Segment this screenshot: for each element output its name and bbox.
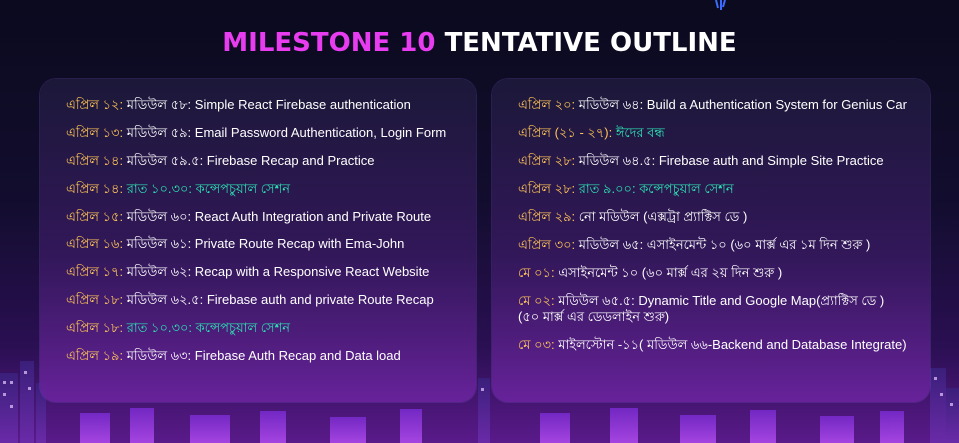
page-title: MILESTONE 10 TENTATIVE OUTLINE — [0, 28, 959, 58]
schedule-date: এপ্রিল ৩০: — [518, 237, 575, 252]
schedule-item: এপ্রিল ১৩: মডিউল ৫৯: Email Password Auth… — [40, 119, 476, 147]
schedule-date: মে ০২: — [518, 293, 555, 308]
schedule-date: এপ্রিল ২৮: — [518, 181, 575, 196]
schedule-text: মডিউল ৬৩: Firebase Auth Recap and Data l… — [127, 348, 401, 363]
schedule-date: এপ্রিল ১৪: — [66, 181, 123, 196]
title-accent: MILESTONE 10 — [222, 28, 435, 58]
schedule-text: এসাইনমেন্ট ১০ (৬০ মার্ক্স এর ২য় দিন শুর… — [558, 265, 782, 280]
schedule-text: রাত ১০.৩০: কন্সেপচুয়াল সেশন — [127, 181, 290, 196]
schedule-text: মডিউল ৬৪: Build a Authentication System … — [579, 97, 907, 112]
schedule-item-content: এপ্রিল ১৮: রাত ১০.৩০: কন্সেপচুয়াল সেশন — [66, 320, 290, 336]
schedule-text: মডিউল ৫৮: Simple React Firebase authenti… — [127, 97, 411, 112]
schedule-text: নো মডিউল (এক্সট্রা প্র্যাক্টিস ডে ) — [579, 209, 748, 224]
schedule-item-content: এপ্রিল ১৬: মডিউল ৬১: Private Route Recap… — [66, 236, 404, 252]
title-rest: TENTATIVE OUTLINE — [445, 28, 737, 58]
schedule-date: এপ্রিল ১৪: — [66, 153, 123, 168]
schedule-date: এপ্রিল (২১ - ২৭): — [518, 125, 612, 140]
schedule-item-content: এপ্রিল ১৪: রাত ১০.৩০: কন্সেপচুয়াল সেশন — [66, 181, 290, 197]
schedule-date: এপ্রিল ১৯: — [66, 348, 123, 363]
schedule-item-content: এপ্রিল ১৩: মডিউল ৫৯: Email Password Auth… — [66, 125, 446, 141]
schedule-item: মে ০১: এসাইনমেন্ট ১০ (৬০ মার্ক্স এর ২য় … — [492, 259, 930, 287]
schedule-item: এপ্রিল ১২: মডিউল ৫৮: Simple React Fireba… — [40, 91, 476, 119]
schedule-item: এপ্রিল ১৪: মডিউল ৫৯.৫: Firebase Recap an… — [40, 147, 476, 175]
schedule-item-content: এপ্রিল ১৭: মডিউল ৬২: Recap with a Respon… — [66, 264, 429, 280]
schedule-text: মডিউল ৬২.৫: Firebase auth and private Ro… — [127, 292, 434, 307]
schedule-text: মডিউল ৬০: React Auth Integration and Pri… — [127, 209, 431, 224]
schedule-text-continued: (৫০ মার্ক্স এর ডেডলাইন শুরু) — [518, 309, 884, 325]
right-schedule-panel: এপ্রিল ২০: মডিউল ৬৪: Build a Authenticat… — [492, 79, 930, 402]
left-schedule-list: এপ্রিল ১২: মডিউল ৫৮: Simple React Fireba… — [40, 79, 476, 370]
schedule-date: এপ্রিল ১৬: — [66, 236, 123, 251]
schedule-item-content: এপ্রিল ৩০: মডিউল ৬৫: এসাইনমেন্ট ১০ (৬০ ম… — [518, 237, 870, 253]
schedule-item: এপ্রিল ১৫: মডিউল ৬০: React Auth Integrat… — [40, 203, 476, 231]
schedule-date: এপ্রিল ১৮: — [66, 320, 123, 335]
schedule-date: এপ্রিল ২৮: — [518, 153, 575, 168]
schedule-item-content: এপ্রিল ২৮: মডিউল ৬৪.৫: Firebase auth and… — [518, 153, 884, 169]
right-schedule-list: এপ্রিল ২০: মডিউল ৬৪: Build a Authenticat… — [492, 79, 930, 359]
schedule-item-content: এপ্রিল (২১ - ২৭): ঈদের বন্ধ — [518, 125, 665, 141]
schedule-date: এপ্রিল ১২: — [66, 97, 123, 112]
schedule-text: মডিউল ৬৪.৫: Firebase auth and Simple Sit… — [579, 153, 884, 168]
schedule-date: এপ্রিল ১৫: — [66, 209, 123, 224]
schedule-date: মে ০১: — [518, 265, 555, 280]
schedule-text: রাত ১০.৩০: কন্সেপচুয়াল সেশন — [127, 320, 290, 335]
schedule-item-content: এপ্রিল ১৪: মডিউল ৫৯.৫: Firebase Recap an… — [66, 153, 374, 169]
schedule-item: মে ০৩: মাইলস্টোন -১১( মডিউল ৬৬-Backend a… — [492, 331, 930, 359]
schedule-item: এপ্রিল ২৮: রাত ৯.০০: কন্সেপচুয়াল সেশন — [492, 175, 930, 203]
schedule-date: এপ্রিল ১৮: — [66, 292, 123, 307]
schedule-item: এপ্রিল ১৪: রাত ১০.৩০: কন্সেপচুয়াল সেশন — [40, 175, 476, 203]
schedule-item: এপ্রিল ১৭: মডিউল ৬২: Recap with a Respon… — [40, 258, 476, 286]
schedule-item-content: মে ০৩: মাইলস্টোন -১১( মডিউল ৬৬-Backend a… — [518, 337, 907, 353]
schedule-item-content: মে ০১: এসাইনমেন্ট ১০ (৬০ মার্ক্স এর ২য় … — [518, 265, 782, 281]
schedule-item: এপ্রিল ১৮: রাত ১০.৩০: কন্সেপচুয়াল সেশন — [40, 314, 476, 342]
top-decoration-icon — [714, 0, 730, 10]
schedule-text: মডিউল ৫৯: Email Password Authentication,… — [127, 125, 446, 140]
schedule-item: এপ্রিল ২৯: নো মডিউল (এক্সট্রা প্র্যাক্টি… — [492, 203, 930, 231]
schedule-text: মডিউল ৬২: Recap with a Responsive React … — [127, 264, 430, 279]
schedule-item-content: মে ০২: মডিউল ৬৫.৫: Dynamic Title and Goo… — [518, 293, 884, 325]
schedule-date: এপ্রিল ১৭: — [66, 264, 123, 279]
schedule-item-content: এপ্রিল ১৫: মডিউল ৬০: React Auth Integrat… — [66, 209, 431, 225]
schedule-text: ঈদের বন্ধ — [616, 125, 665, 140]
schedule-text: মডিউল ৫৯.৫: Firebase Recap and Practice — [127, 153, 375, 168]
schedule-text: মডিউল ৬৫: এসাইনমেন্ট ১০ (৬০ মার্ক্স এর ১… — [579, 237, 871, 252]
schedule-text: রাত ৯.০০: কন্সেপচুয়াল সেশন — [579, 181, 734, 196]
schedule-item: এপ্রিল (২১ - ২৭): ঈদের বন্ধ — [492, 119, 930, 147]
schedule-item: এপ্রিল ৩০: মডিউল ৬৫: এসাইনমেন্ট ১০ (৬০ ম… — [492, 231, 930, 259]
schedule-date: এপ্রিল ১৩: — [66, 125, 123, 140]
schedule-text: মডিউল ৬৫.৫: Dynamic Title and Google Map… — [558, 293, 884, 308]
schedule-date: মে ০৩: — [518, 337, 555, 352]
schedule-item-content: এপ্রিল ১৯: মডিউল ৬৩: Firebase Auth Recap… — [66, 348, 401, 364]
left-schedule-panel: এপ্রিল ১২: মডিউল ৫৮: Simple React Fireba… — [40, 79, 476, 402]
schedule-item: এপ্রিল ২০: মডিউল ৬৪: Build a Authenticat… — [492, 91, 930, 119]
schedule-date: এপ্রিল ২৯: — [518, 209, 575, 224]
schedule-item-content: এপ্রিল ২৮: রাত ৯.০০: কন্সেপচুয়াল সেশন — [518, 181, 734, 197]
schedule-text: মাইলস্টোন -১১( মডিউল ৬৬-Backend and Data… — [558, 337, 906, 352]
schedule-item: মে ০২: মডিউল ৬৫.৫: Dynamic Title and Goo… — [492, 287, 930, 331]
schedule-item-content: এপ্রিল ২৯: নো মডিউল (এক্সট্রা প্র্যাক্টি… — [518, 209, 747, 225]
schedule-item: এপ্রিল ১৬: মডিউল ৬১: Private Route Recap… — [40, 230, 476, 258]
schedule-text: মডিউল ৬১: Private Route Recap with Ema-J… — [127, 236, 405, 251]
schedule-item-content: এপ্রিল ১৮: মডিউল ৬২.৫: Firebase auth and… — [66, 292, 434, 308]
schedule-item-content: এপ্রিল ২০: মডিউল ৬৪: Build a Authenticat… — [518, 97, 907, 113]
schedule-item: এপ্রিল ১৯: মডিউল ৬৩: Firebase Auth Recap… — [40, 342, 476, 370]
schedule-item: এপ্রিল ২৮: মডিউল ৬৪.৫: Firebase auth and… — [492, 147, 930, 175]
schedule-date: এপ্রিল ২০: — [518, 97, 575, 112]
schedule-item: এপ্রিল ১৮: মডিউল ৬২.৫: Firebase auth and… — [40, 286, 476, 314]
schedule-item-content: এপ্রিল ১২: মডিউল ৫৮: Simple React Fireba… — [66, 97, 411, 113]
